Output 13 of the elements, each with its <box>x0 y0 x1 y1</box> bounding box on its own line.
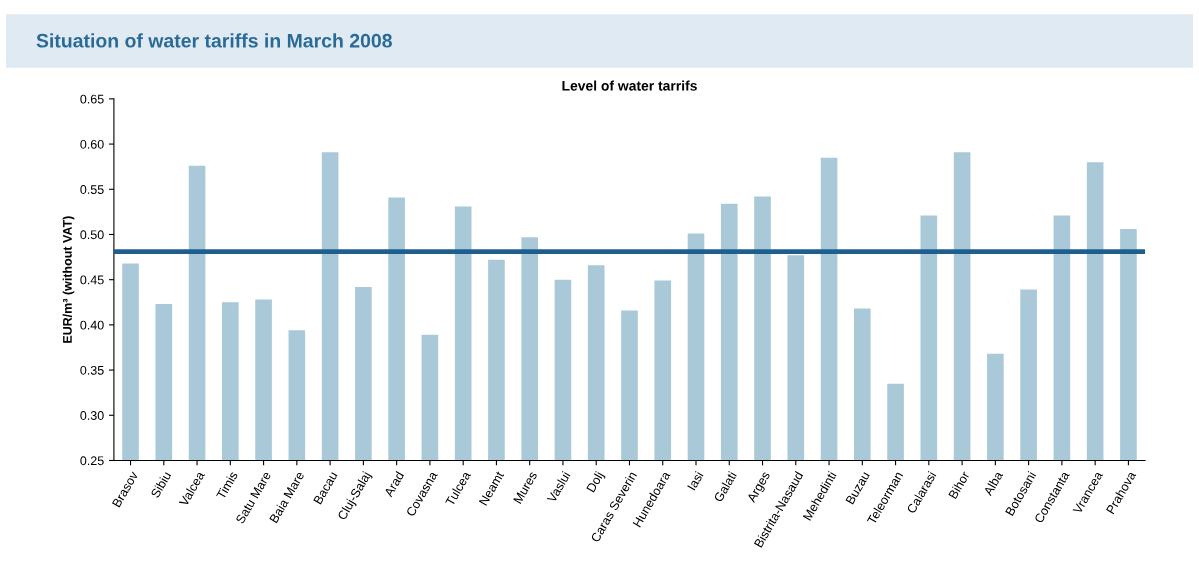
y-axis-title: EUR/m³ (without VAT) <box>62 216 75 343</box>
chart-subtitle: Level of water tarrifs <box>562 80 697 91</box>
y-tick-label: 0.45 <box>80 275 104 285</box>
x-tick-label: Iasi <box>686 470 704 491</box>
y-tick-label: 0.55 <box>80 185 104 194</box>
chart-title: Situation of water tariffs in March 2008 <box>36 33 392 48</box>
y-tick-label: 0.40 <box>80 320 104 330</box>
y-tick-label: 0.50 <box>80 230 104 240</box>
y-tick-label: 0.35 <box>80 365 104 375</box>
y-tick-label: 0.65 <box>80 94 104 104</box>
y-tick-label: 0.60 <box>80 139 104 149</box>
y-tick-label: 0.30 <box>80 411 104 420</box>
y-tick-label: 0.25 <box>80 456 104 466</box>
